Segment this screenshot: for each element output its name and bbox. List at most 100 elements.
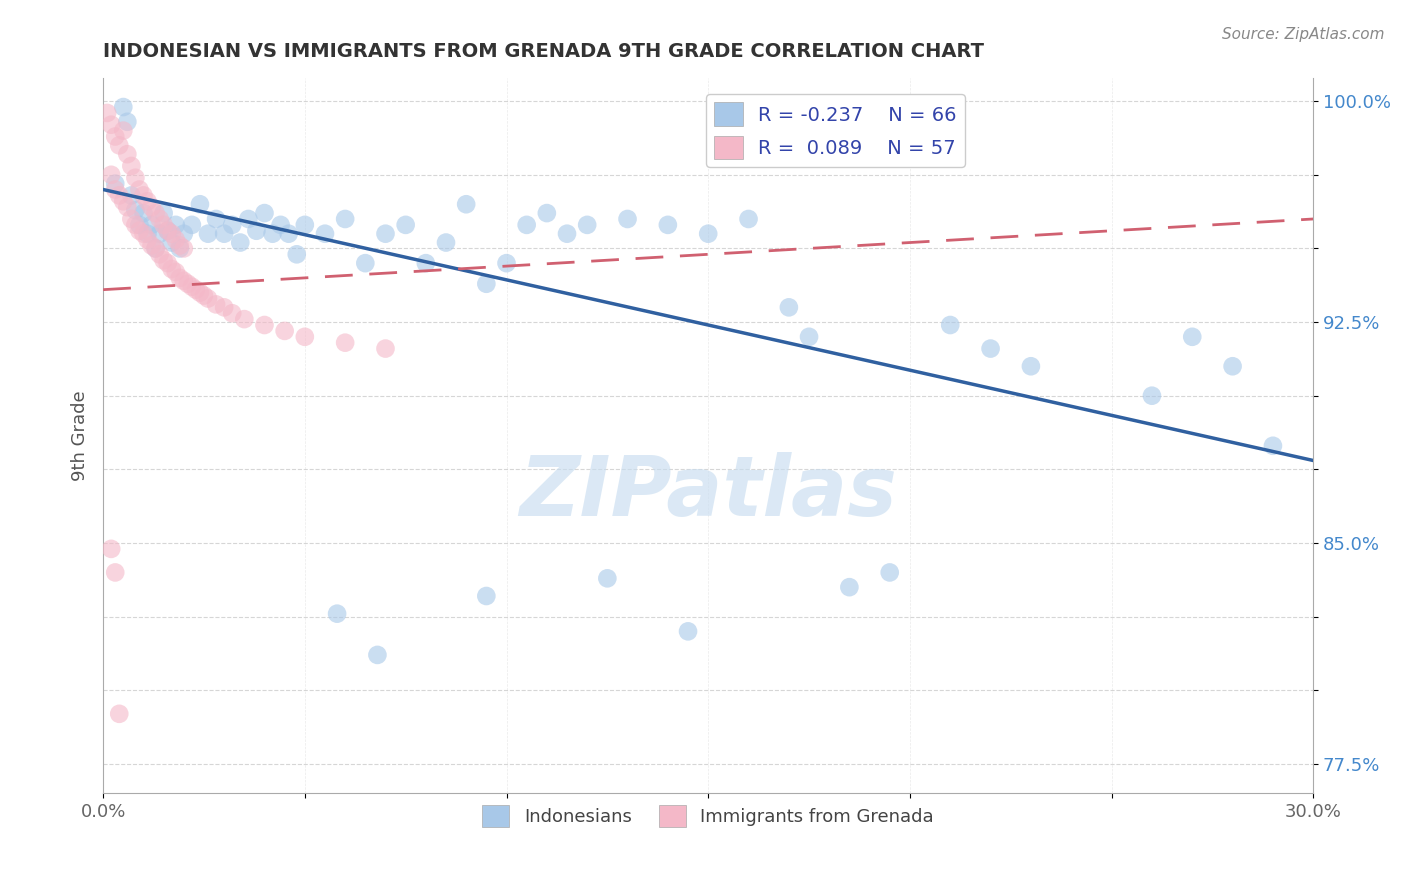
Point: [354, 256, 377, 270]
Point: [169, 271, 191, 285]
Point: [145, 242, 167, 256]
Point: [173, 242, 195, 256]
Point: [96, 106, 118, 120]
Point: [124, 218, 146, 232]
Point: [132, 188, 155, 202]
Point: [120, 159, 142, 173]
Text: ZIPatlas: ZIPatlas: [519, 452, 897, 533]
Point: [145, 242, 167, 256]
Point: [104, 129, 127, 144]
Point: [156, 224, 179, 238]
Point: [495, 256, 517, 270]
Point: [616, 211, 638, 226]
Legend: Indonesians, Immigrants from Grenada: Indonesians, Immigrants from Grenada: [475, 798, 941, 834]
Point: [197, 227, 219, 241]
Point: [152, 218, 174, 232]
Point: [238, 211, 260, 226]
Point: [160, 227, 183, 241]
Point: [108, 138, 131, 153]
Point: [366, 648, 388, 662]
Point: [160, 262, 183, 277]
Point: [596, 571, 619, 585]
Point: [177, 277, 200, 291]
Point: [136, 227, 159, 241]
Point: [112, 100, 135, 114]
Point: [112, 123, 135, 137]
Point: [188, 197, 211, 211]
Point: [1222, 359, 1244, 374]
Point: [374, 342, 396, 356]
Point: [456, 197, 478, 211]
Point: [326, 607, 349, 621]
Point: [173, 227, 195, 241]
Point: [149, 227, 172, 241]
Point: [108, 188, 131, 202]
Point: [516, 218, 538, 232]
Point: [838, 580, 860, 594]
Point: [262, 227, 284, 241]
Point: [104, 182, 127, 196]
Point: [180, 218, 202, 232]
Point: [555, 227, 578, 241]
Point: [737, 211, 759, 226]
Point: [273, 324, 295, 338]
Point: [1019, 359, 1042, 374]
Point: [205, 211, 228, 226]
Text: INDONESIAN VS IMMIGRANTS FROM GRENADA 9TH GRADE CORRELATION CHART: INDONESIAN VS IMMIGRANTS FROM GRENADA 9T…: [103, 42, 984, 61]
Point: [165, 265, 187, 279]
Point: [104, 566, 127, 580]
Point: [205, 297, 228, 311]
Point: [180, 279, 202, 293]
Point: [434, 235, 457, 250]
Point: [112, 194, 135, 209]
Point: [100, 541, 122, 556]
Point: [160, 235, 183, 250]
Y-axis label: 9th Grade: 9th Grade: [72, 390, 89, 481]
Point: [374, 227, 396, 241]
Point: [149, 247, 172, 261]
Point: [285, 247, 308, 261]
Point: [333, 211, 356, 226]
Point: [141, 238, 163, 252]
Point: [156, 224, 179, 238]
Point: [132, 227, 155, 241]
Point: [165, 233, 187, 247]
Point: [697, 227, 720, 241]
Point: [145, 206, 167, 220]
Point: [100, 168, 122, 182]
Point: [120, 188, 142, 202]
Point: [395, 218, 418, 232]
Point: [221, 306, 243, 320]
Point: [197, 292, 219, 306]
Point: [797, 330, 820, 344]
Point: [141, 218, 163, 232]
Point: [141, 200, 163, 214]
Point: [212, 301, 235, 315]
Point: [676, 624, 699, 639]
Point: [939, 318, 962, 332]
Point: [152, 206, 174, 220]
Point: [294, 330, 316, 344]
Point: [169, 242, 191, 256]
Point: [128, 224, 150, 238]
Point: [253, 206, 276, 220]
Point: [117, 115, 139, 129]
Point: [193, 288, 215, 302]
Point: [778, 301, 800, 315]
Point: [233, 312, 256, 326]
Point: [245, 224, 267, 238]
Point: [294, 218, 316, 232]
Point: [314, 227, 336, 241]
Point: [188, 285, 211, 300]
Point: [169, 238, 191, 252]
Point: [229, 235, 252, 250]
Point: [136, 194, 159, 209]
Point: [156, 256, 179, 270]
Point: [165, 218, 187, 232]
Point: [152, 253, 174, 268]
Point: [1140, 389, 1163, 403]
Point: [1261, 439, 1284, 453]
Point: [108, 706, 131, 721]
Point: [879, 566, 901, 580]
Point: [136, 233, 159, 247]
